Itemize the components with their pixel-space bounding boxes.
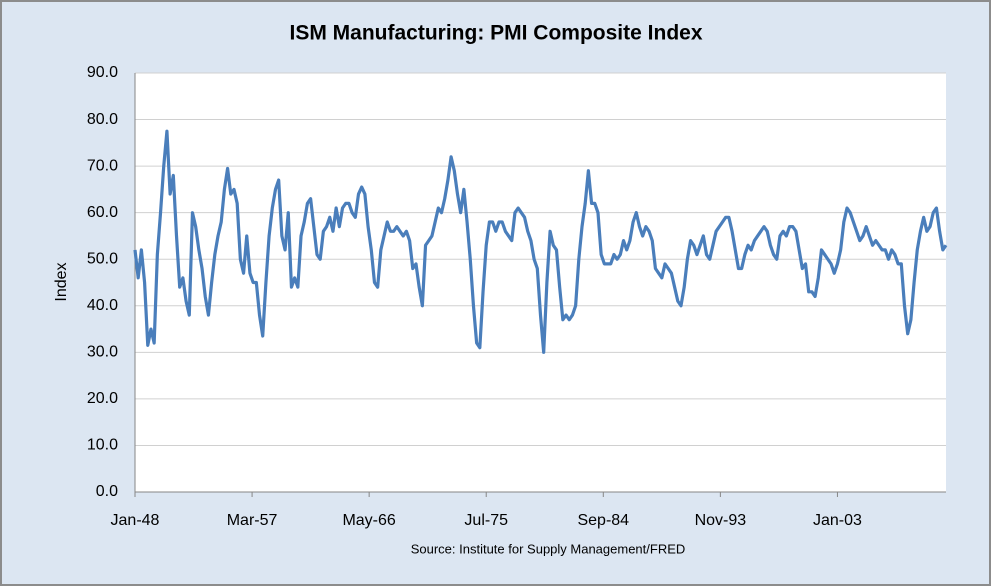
chart-title: ISM Manufacturing: PMI Composite Index (289, 22, 702, 45)
x-tick-label: Sep-84 (577, 512, 629, 529)
y-tick-label: 90.0 (87, 64, 118, 81)
y-tick-label: 50.0 (87, 250, 118, 267)
x-tick-label: Jan-48 (111, 512, 160, 529)
source-note: Source: Institute for Supply Management/… (411, 541, 686, 556)
y-axis-label: Index (53, 262, 70, 301)
x-tick-label: Mar-57 (227, 512, 278, 529)
y-tick-label: 70.0 (87, 157, 118, 174)
y-tick-label: 10.0 (87, 437, 118, 454)
x-tick-label: May-66 (342, 512, 395, 529)
x-tick-label: Nov-93 (695, 512, 747, 529)
y-tick-label: 20.0 (87, 390, 118, 407)
data-line (133, 129, 948, 354)
x-tick-label: Jul-75 (464, 512, 508, 529)
y-tick-label: 30.0 (87, 344, 118, 361)
y-tick-label: 0.0 (96, 483, 118, 500)
y-tick-label: 60.0 (87, 204, 118, 221)
y-tick-label: 80.0 (87, 111, 118, 128)
x-tick-label: Jan-03 (813, 512, 862, 529)
plot-area (135, 73, 946, 492)
y-tick-label: 40.0 (87, 297, 118, 314)
